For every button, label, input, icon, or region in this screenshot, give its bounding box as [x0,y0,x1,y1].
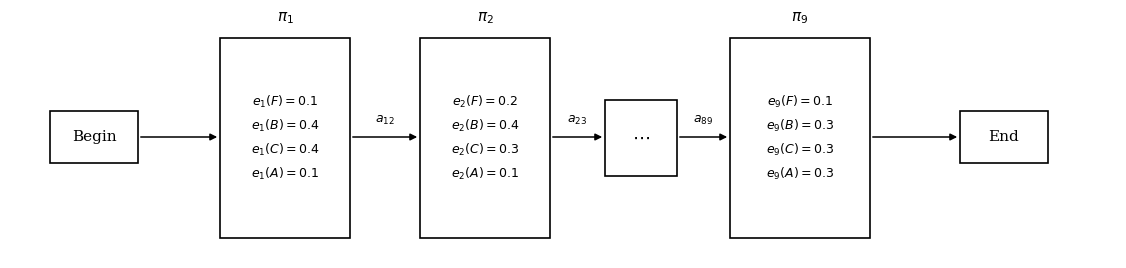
Text: $a_{12}$: $a_{12}$ [375,114,395,127]
Text: $a_{23}$: $a_{23}$ [568,114,588,127]
Bar [605,100,677,176]
Bar [420,38,549,238]
Text: $a_{89}$: $a_{89}$ [694,114,714,127]
Text: $e_1(F) = 0.1$
$e_1(B) = 0.4$
$e_1(C) = 0.4$
$e_1(A) = 0.1$: $e_1(F) = 0.1$ $e_1(B) = 0.4$ $e_1(C) = … [251,94,320,182]
Bar [50,111,138,163]
Text: $\pi_1$: $\pi_1$ [277,10,294,26]
Bar [220,38,350,238]
Text: End: End [989,130,1019,144]
Text: $\cdots$: $\cdots$ [632,129,650,147]
Text: Begin: Begin [72,130,116,144]
Bar [960,111,1048,163]
Text: $e_2(F) = 0.2$
$e_2(B) = 0.4$
$e_2(C) = 0.3$
$e_2(A) = 0.1$: $e_2(F) = 0.2$ $e_2(B) = 0.4$ $e_2(C) = … [450,94,519,182]
Text: $e_9(F) = 0.1$
$e_9(B) = 0.3$
$e_9(C) = 0.3$
$e_9(A) = 0.3$: $e_9(F) = 0.1$ $e_9(B) = 0.3$ $e_9(C) = … [766,94,834,182]
Text: $\pi_2$: $\pi_2$ [476,10,493,26]
Bar [730,38,870,238]
Text: $\pi_9$: $\pi_9$ [792,10,808,26]
